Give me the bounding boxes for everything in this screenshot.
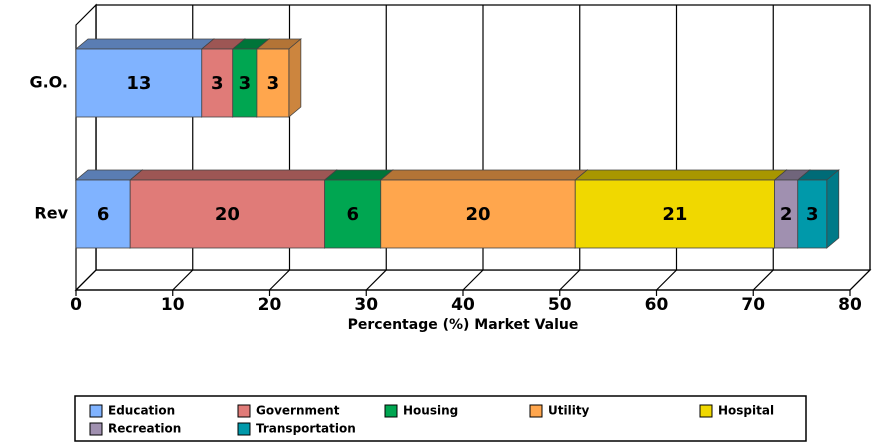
bar-side xyxy=(288,38,302,118)
data-label: 6 xyxy=(346,204,359,225)
legend-label: Government xyxy=(256,404,340,418)
x-tick-label: 80 xyxy=(838,295,862,315)
bar xyxy=(129,179,326,249)
x-tick-label: 30 xyxy=(354,295,378,315)
legend-box xyxy=(74,395,807,442)
grid-line xyxy=(365,5,387,291)
x-tick-label: 40 xyxy=(451,295,475,315)
bar xyxy=(380,179,576,249)
y-tick-label: G.O. xyxy=(29,73,68,92)
legend-label: Transportation xyxy=(256,422,356,436)
grid-line xyxy=(656,5,678,291)
data-label: 2 xyxy=(780,204,793,225)
data-label: 20 xyxy=(465,204,490,225)
legend-label: Recreation xyxy=(108,422,181,436)
data-label: 3 xyxy=(211,73,224,94)
bar xyxy=(201,48,234,118)
legend-label: Education xyxy=(108,404,175,418)
legend-swatch xyxy=(237,404,251,418)
x-tick-label: 10 xyxy=(161,295,185,315)
bar xyxy=(797,179,828,249)
data-label: 20 xyxy=(215,204,240,225)
legend-label: Housing xyxy=(403,404,458,418)
x-tick-label: 50 xyxy=(548,295,572,315)
legend-label: Utility xyxy=(548,404,590,418)
data-label: 6 xyxy=(97,204,110,225)
bar xyxy=(75,48,203,118)
legend-swatch xyxy=(529,404,543,418)
bar-top xyxy=(129,169,338,181)
x-tick-label: 0 xyxy=(70,295,82,315)
x-tick-label: 70 xyxy=(741,295,765,315)
legend-swatch xyxy=(89,404,103,418)
legend-swatch xyxy=(384,404,398,418)
bar-side xyxy=(826,169,840,249)
grid-line xyxy=(849,5,871,291)
legend-label: Hospital xyxy=(718,404,774,418)
grid-line xyxy=(462,5,484,291)
x-tick-label: 20 xyxy=(258,295,282,315)
x-tick-label: 60 xyxy=(645,295,669,315)
data-label: 13 xyxy=(126,73,151,94)
bar-top xyxy=(379,169,589,181)
data-label: 3 xyxy=(239,73,252,94)
legend-swatch xyxy=(237,422,251,436)
bar-top xyxy=(74,38,215,50)
data-label: 3 xyxy=(267,73,280,94)
bar xyxy=(574,179,775,249)
legend-swatch xyxy=(699,404,713,418)
data-label: 3 xyxy=(806,204,819,225)
legend: Education Government Housing Utility Hospita… xyxy=(89,404,774,436)
grid-line xyxy=(752,5,774,291)
y-tick-label: Rev xyxy=(34,204,68,223)
bar-top xyxy=(574,169,788,181)
data-label: 21 xyxy=(662,204,687,225)
grid-line xyxy=(559,5,581,291)
legend-swatch xyxy=(89,422,103,436)
x-axis-label: Percentage (%) Market Value xyxy=(348,317,579,333)
bar xyxy=(232,48,258,118)
bar xyxy=(324,179,382,249)
bar xyxy=(75,179,131,249)
bar xyxy=(256,48,290,118)
